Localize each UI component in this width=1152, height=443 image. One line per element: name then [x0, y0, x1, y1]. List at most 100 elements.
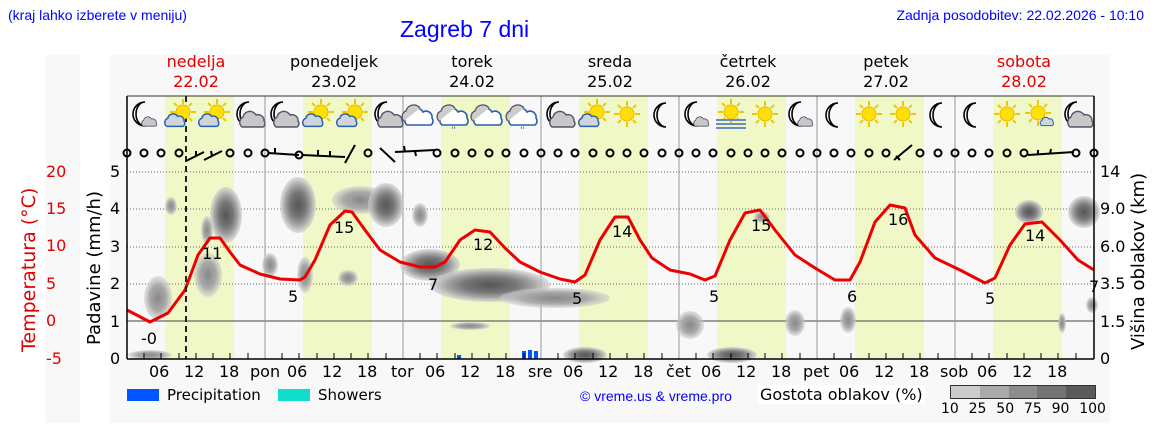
cloud-tick: 9.0	[1100, 199, 1126, 218]
temp-label-max: 16	[888, 210, 908, 229]
cloud-density-scale-labels: 10 25 50 75 90 100	[941, 401, 1106, 417]
temperature-labels: -0 11 5 15 7 12 5 14 5 15 6 16 5 14 7	[141, 210, 1099, 348]
temp-label-max: 15	[334, 218, 354, 237]
day-headers: nedelja 22.02 ponedeljek 23.02 torek 24.02 …	[127, 52, 1093, 96]
temp-label-min: 5	[572, 289, 582, 308]
day-header: nedelja 22.02	[127, 52, 265, 96]
day-date: 28.02	[1001, 72, 1047, 91]
day-separators	[264, 96, 956, 359]
x-tick: 06	[563, 362, 584, 381]
density-tick: 10	[941, 401, 959, 417]
x-tick: 06	[701, 362, 722, 381]
showers-legend-label: Showers	[318, 386, 382, 404]
temp-label-max: 15	[751, 216, 771, 235]
day-header: četrtek 26.02	[679, 52, 817, 96]
day-date: 27.02	[863, 72, 909, 91]
x-tick: 18	[357, 362, 378, 381]
temp-tick: 5	[46, 274, 57, 293]
density-swatch	[1037, 386, 1067, 398]
x-tick: 06	[149, 362, 170, 381]
x-tick: 12	[1012, 362, 1033, 381]
day-date: 26.02	[725, 72, 771, 91]
day-header: petek 27.02	[817, 52, 955, 96]
x-tick: sre	[528, 362, 553, 381]
precip-tick: 0	[110, 349, 121, 368]
x-tick: pon	[250, 362, 281, 381]
x-tick: 12	[184, 362, 205, 381]
day-date: 23.02	[311, 72, 357, 91]
copyright-link[interactable]: © vreme.us & vreme.pro	[580, 388, 732, 404]
density-tick: 75	[1023, 401, 1042, 417]
temp-label-min: 7	[428, 275, 438, 294]
x-tick: 18	[909, 362, 930, 381]
density-swatch	[1008, 386, 1038, 398]
day-name: sreda	[587, 52, 633, 71]
temp-tick: 10	[46, 236, 67, 255]
day-date: 24.02	[449, 72, 495, 91]
cloud-rain-icon: ''	[505, 104, 538, 136]
density-swatch	[951, 386, 980, 398]
density-swatch	[1066, 386, 1095, 398]
cloud-rain-icon: ''	[436, 104, 469, 136]
temperature-line	[126, 203, 1095, 324]
temp-label-min: -0	[141, 329, 157, 348]
temp-tick: 0	[46, 311, 57, 330]
temp-label-max: 12	[473, 235, 493, 254]
region-hint-link[interactable]: (kraj lahko izberete v meniju)	[8, 7, 187, 23]
density-tick: 90	[1051, 401, 1070, 417]
day-name: sobota	[996, 52, 1052, 71]
temp-label-end: 7	[1089, 277, 1099, 296]
svg-text:'': ''	[520, 126, 525, 136]
precip-tick: 4	[110, 199, 121, 218]
gridlines	[127, 171, 1094, 285]
weather-icons: '' ''	[132, 98, 1094, 136]
x-tick: 12	[322, 362, 343, 381]
density-tick: 50	[996, 401, 1015, 417]
cloud-tick: 6.0	[1100, 237, 1126, 256]
daylight-bands	[165, 96, 1062, 359]
day-name: ponedeljek	[290, 52, 378, 71]
day-date: 22.02	[173, 72, 219, 91]
cloud-density-legend-title: Gostota oblakov (%)	[758, 385, 925, 404]
precip-tick: 2	[110, 274, 121, 293]
x-tick: 12	[736, 362, 757, 381]
cloud-density-scale	[950, 385, 1096, 399]
temp-label-min: 5	[709, 287, 719, 306]
temp-tick: 20	[46, 162, 67, 181]
x-tick: 18	[771, 362, 792, 381]
day-name: nedelja	[166, 52, 226, 71]
day-header: sobota 28.02	[955, 52, 1093, 96]
precip-tick: 3	[110, 237, 121, 256]
cloud-tick: 3.5	[1100, 274, 1126, 293]
x-tick-marks	[143, 353, 1077, 359]
x-tick: tor	[391, 362, 414, 381]
cloud-tick: 1.5	[1100, 312, 1126, 331]
last-updated: Zadnja posodobitev: 22.02.2026 - 10:10	[896, 7, 1144, 23]
precip-tick: 1	[110, 312, 121, 331]
precipitation-legend-label: Precipitation	[167, 386, 261, 404]
showers-legend-swatch	[278, 389, 310, 401]
temp-label-max: 14	[612, 222, 632, 241]
temp-label-min: 6	[847, 287, 857, 306]
x-tick: čet	[666, 362, 691, 381]
precipitation-legend-swatch	[127, 389, 159, 401]
density-swatch	[979, 386, 1009, 398]
temp-label-min: 5	[288, 287, 298, 306]
density-tick: 25	[968, 401, 987, 417]
x-tick: 18	[1047, 362, 1068, 381]
density-tick: 100	[1079, 401, 1106, 417]
x-tick: sob	[940, 362, 969, 381]
wind-barbs	[122, 144, 1099, 164]
temp-tick: 15	[46, 199, 67, 218]
day-header: sreda 25.02	[541, 52, 679, 96]
sun-fog-icon	[716, 98, 746, 129]
precip-tick: 5	[110, 162, 121, 181]
page-title: Zagreb 7 dni	[400, 16, 530, 42]
temp-label-min: 5	[985, 289, 995, 308]
day-header: ponedeljek 23.02	[265, 52, 403, 96]
x-tick: 18	[633, 362, 654, 381]
x-tick: 06	[839, 362, 860, 381]
temp-tick: -5	[46, 349, 62, 368]
x-axis-tick-labels: 06 12 18 pon 06 12 18 tor 06 12 18 sre 0…	[127, 362, 1093, 384]
